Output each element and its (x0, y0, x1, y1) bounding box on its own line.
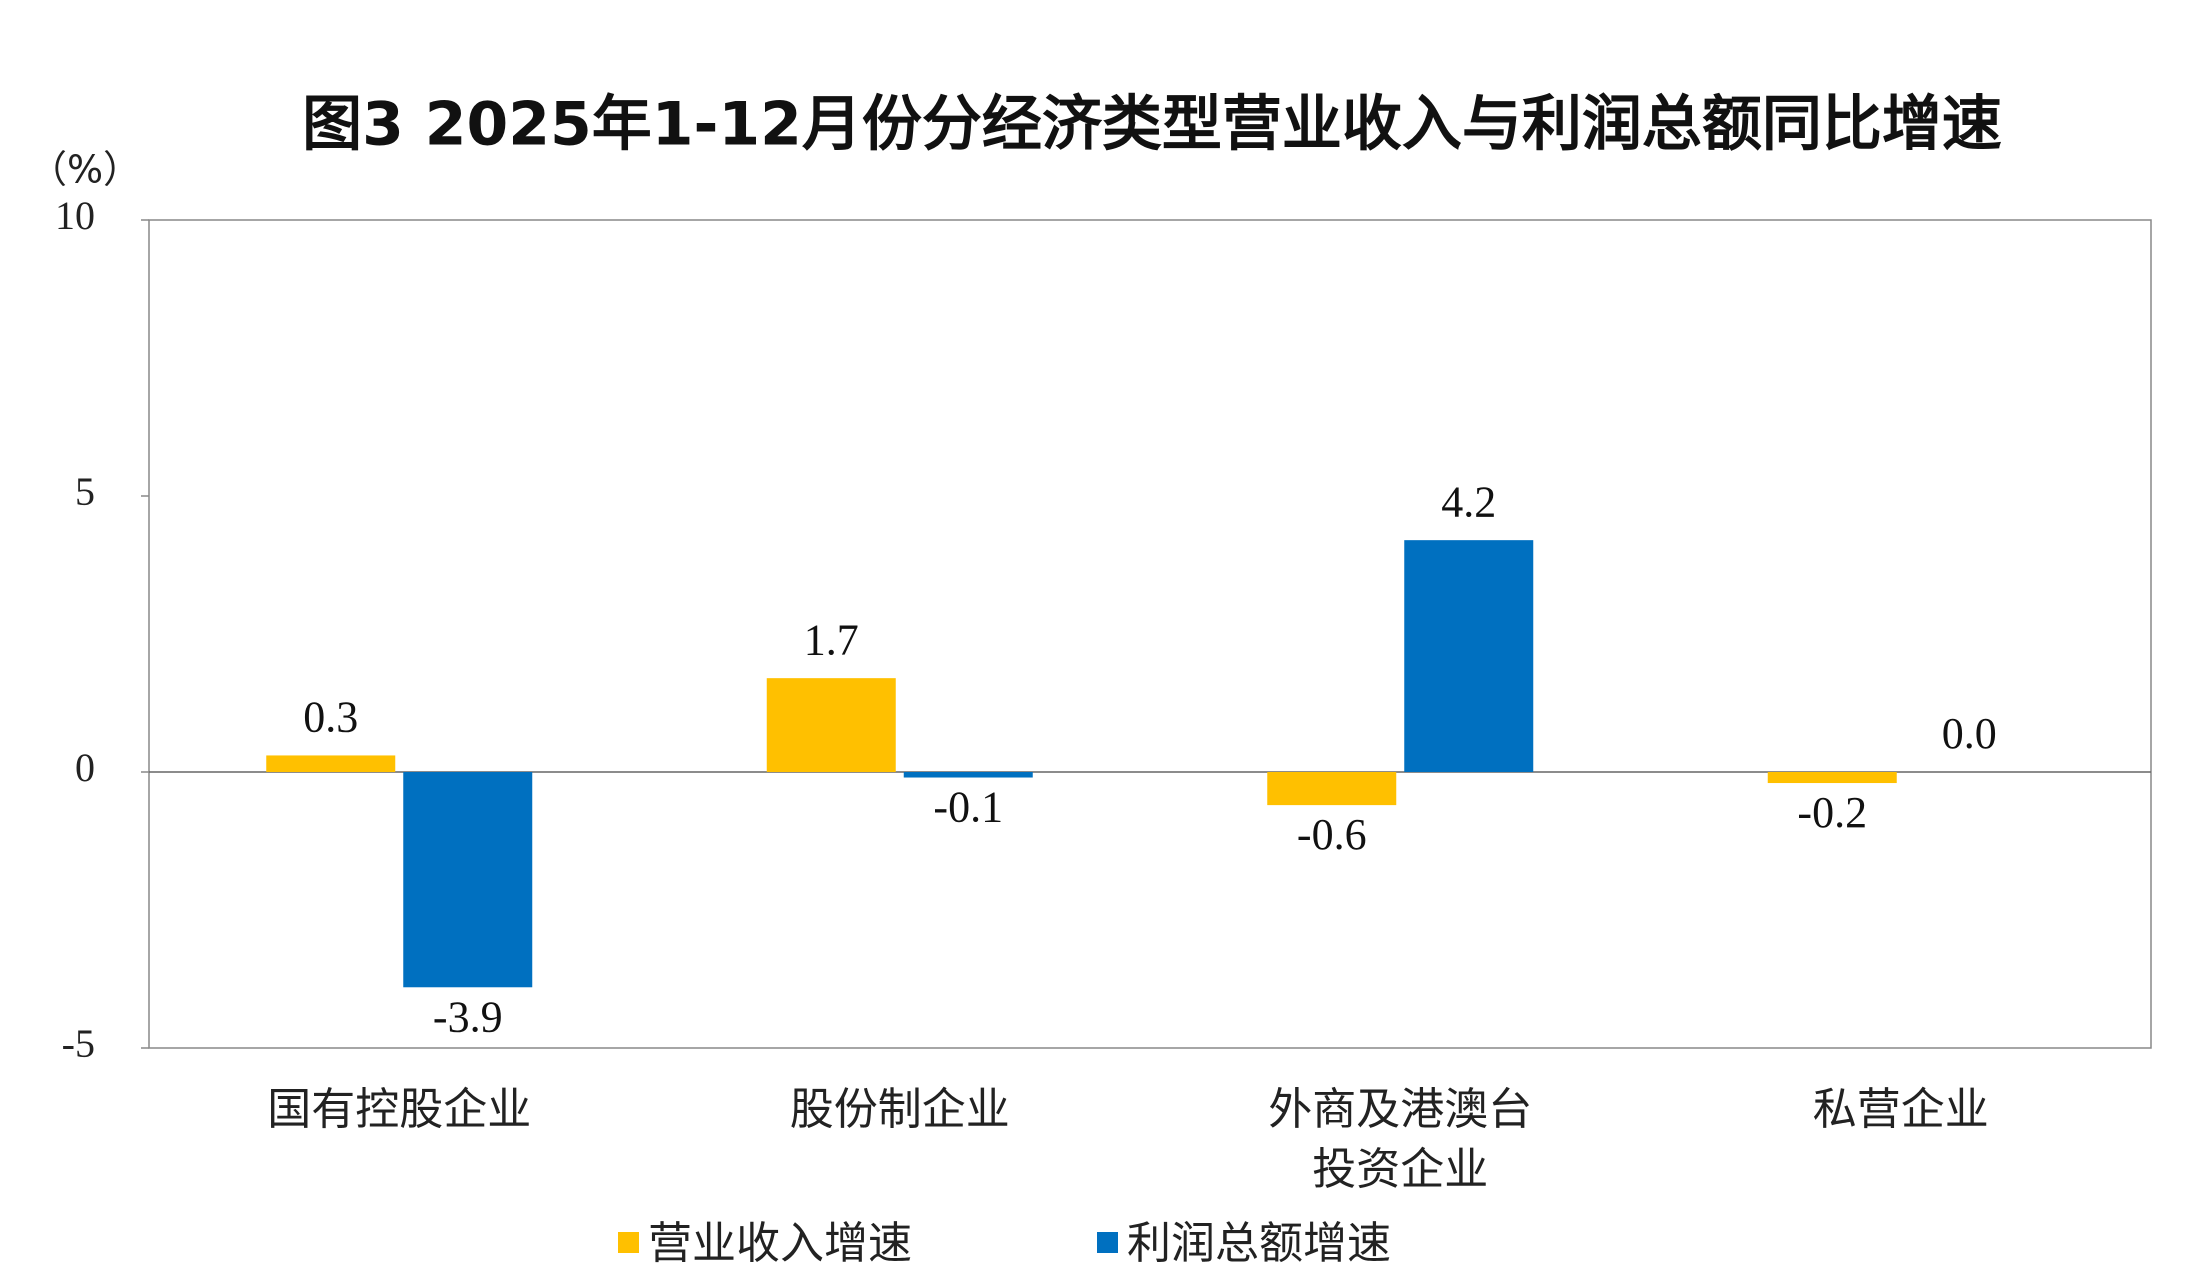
plot-frame (148, 219, 2152, 1049)
x-tick-label: 私营企业 (1812, 1084, 1989, 1135)
data-label: -0.6 (1297, 810, 1367, 859)
legend-label: 营业收入增速 (648, 1218, 912, 1269)
x-tick-label: 股份制企业 (789, 1084, 1010, 1135)
y-tick-label: 10 (55, 193, 95, 238)
bar (1767, 772, 1897, 784)
data-label: -3.9 (433, 992, 503, 1041)
chart-title: 图3 2025年1-12月份分经济类型营业收入与利润总额同比增速 (302, 90, 2002, 160)
bar (1267, 772, 1397, 806)
data-label: 0.0 (1942, 709, 1997, 758)
data-label: 1.7 (804, 615, 859, 664)
data-label: 0.3 (303, 693, 358, 742)
bar (766, 678, 896, 772)
y-tick-label: -5 (62, 1021, 95, 1066)
y-tick-label: 5 (75, 469, 95, 514)
legend-swatch (618, 1232, 639, 1253)
x-tick-label: 外商及港澳台投资企业 (1268, 1084, 1533, 1195)
data-label: -0.2 (1797, 788, 1867, 837)
bar (266, 755, 396, 772)
data-label: -0.1 (933, 783, 1003, 832)
data-label: 4.2 (1441, 477, 1496, 526)
y-tick-label: 0 (75, 745, 95, 790)
y-axis-label: （%） (29, 148, 141, 192)
legend-label: 利润总额增速 (1127, 1218, 1391, 1269)
bar (903, 772, 1033, 778)
x-tick-label: 国有控股企业 (267, 1084, 532, 1135)
bar (403, 772, 533, 988)
legend-swatch (1097, 1232, 1118, 1253)
bar (1404, 540, 1534, 772)
